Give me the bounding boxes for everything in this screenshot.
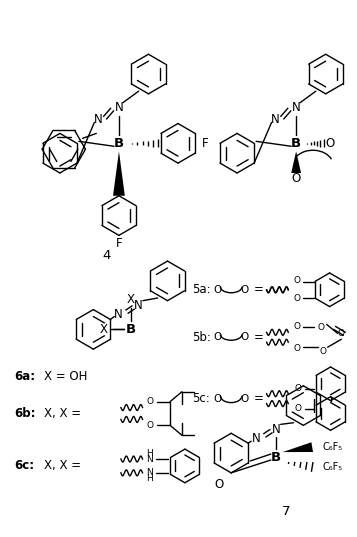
Text: =: = [254, 331, 264, 344]
Text: O: O [319, 347, 326, 355]
Text: O: O [325, 137, 334, 150]
Text: N: N [292, 101, 301, 114]
Text: N: N [271, 113, 280, 126]
Text: C₆F₅: C₆F₅ [322, 462, 342, 472]
Text: F: F [116, 237, 122, 250]
Text: 6a:: 6a: [15, 371, 36, 383]
Text: X, X =: X, X = [44, 407, 81, 420]
Text: O: O [213, 332, 221, 342]
Text: =: = [254, 392, 264, 405]
Text: O: O [295, 384, 302, 393]
Text: O: O [241, 285, 249, 295]
Polygon shape [291, 151, 301, 173]
Polygon shape [113, 151, 125, 196]
Text: B: B [271, 451, 281, 463]
Text: O: O [295, 404, 302, 413]
Text: O: O [241, 332, 249, 342]
Text: O: O [317, 323, 324, 332]
Text: O: O [293, 277, 301, 285]
Text: N: N [114, 308, 123, 321]
Text: O: O [147, 397, 154, 406]
Text: O: O [215, 478, 224, 491]
Text: O: O [213, 285, 221, 295]
Text: N: N [146, 454, 153, 463]
Text: 6c:: 6c: [15, 460, 35, 473]
Text: O: O [241, 394, 249, 404]
Text: 5c:: 5c: [192, 392, 210, 405]
Text: 7: 7 [281, 505, 290, 518]
Text: N: N [134, 299, 142, 312]
Text: X: X [99, 323, 107, 336]
Polygon shape [283, 442, 313, 452]
Text: O: O [213, 394, 221, 404]
Text: X: X [127, 293, 135, 306]
Text: B: B [291, 137, 301, 150]
Text: =: = [254, 284, 264, 296]
Text: 6b:: 6b: [15, 407, 36, 420]
Text: C₆F₅: C₆F₅ [322, 442, 342, 452]
Text: B: B [126, 323, 136, 336]
Text: X = OH: X = OH [44, 371, 87, 383]
Text: F: F [202, 137, 209, 150]
Text: O: O [338, 329, 345, 338]
Text: N: N [146, 468, 153, 477]
Text: O: O [292, 172, 301, 185]
Text: B: B [114, 137, 124, 150]
Text: X, X =: X, X = [44, 460, 81, 473]
Text: O: O [147, 421, 154, 430]
Text: H: H [146, 474, 153, 483]
Text: N: N [271, 423, 280, 436]
Text: H: H [146, 448, 153, 458]
Text: 5a:: 5a: [192, 284, 210, 296]
Text: 5b:: 5b: [192, 331, 211, 344]
Text: N: N [94, 113, 103, 126]
Text: O: O [293, 294, 301, 303]
Text: N: N [115, 101, 123, 114]
Text: O: O [293, 344, 301, 353]
Text: O: O [293, 322, 301, 331]
Text: N: N [252, 432, 261, 445]
Text: 4: 4 [102, 249, 110, 262]
